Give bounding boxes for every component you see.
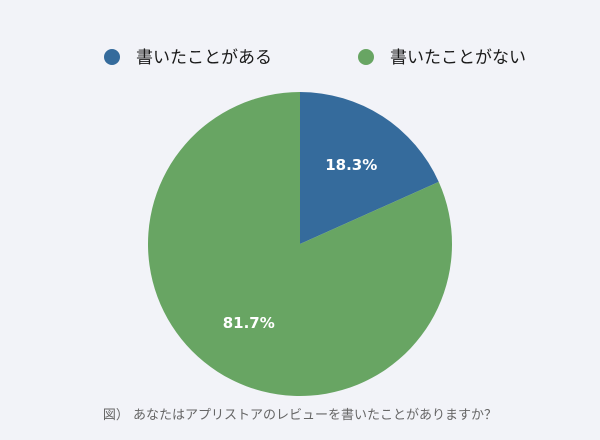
legend-label-2: 書いたことがない xyxy=(390,48,526,68)
legend: 書いたことがある 書いたことがない xyxy=(104,48,526,68)
pie-slice-2 xyxy=(148,92,453,397)
legend-item-1: 書いたことがある xyxy=(104,48,272,68)
legend-item-2: 書いたことがない xyxy=(358,48,526,68)
chart-caption: 図） あなたはアプリストアのレビューを書いたことがありますか？ xyxy=(103,408,497,423)
pie-slice-1 xyxy=(300,92,439,244)
legend-marker-2 xyxy=(358,49,374,65)
slice-value-label-2: 81.7% xyxy=(223,314,275,332)
legend-marker-1 xyxy=(104,49,120,65)
legend-label-1: 書いたことがある xyxy=(136,48,272,68)
pie-slices xyxy=(148,92,453,397)
slice-value-label-1: 18.3% xyxy=(325,156,377,174)
data-labels: 18.3% 81.7% xyxy=(223,156,378,332)
